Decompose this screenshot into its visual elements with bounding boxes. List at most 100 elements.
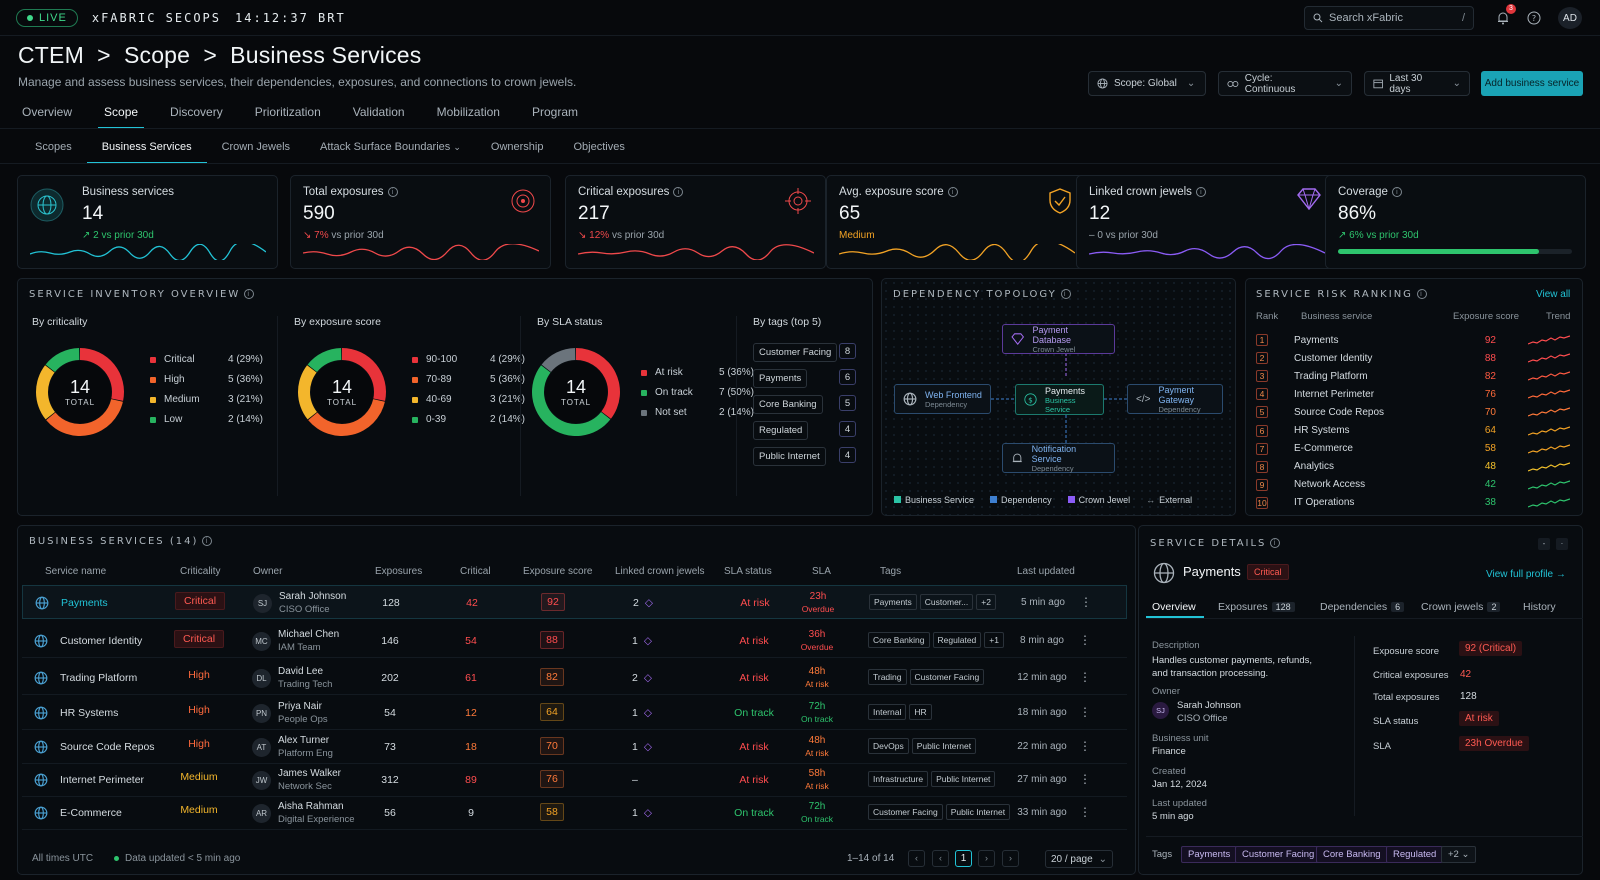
ranking-row[interactable]: 4 Internet Perimeter 76: [1256, 385, 1586, 403]
tag-chip[interactable]: Customer Facing: [909, 669, 985, 685]
tag-chip[interactable]: HR: [909, 704, 932, 720]
tag-chip[interactable]: Trading: [868, 669, 907, 685]
tag-row[interactable]: Payments: [753, 369, 808, 388]
detail-tab-overview[interactable]: Overview: [1152, 601, 1196, 613]
prev-page-button[interactable]: ‹: [932, 850, 949, 867]
column-header[interactable]: Exposure score: [523, 566, 593, 577]
last-page-button[interactable]: ›: [1002, 850, 1019, 867]
first-page-button[interactable]: ‹: [908, 850, 925, 867]
tag-chip[interactable]: Regulated: [932, 632, 982, 648]
ranking-row[interactable]: 2 Customer Identity 88: [1256, 349, 1586, 367]
page-number-button[interactable]: 1: [955, 850, 972, 867]
kpi-coverage[interactable]: Coverage i 86% ↗ 6% vs prior 30d: [1325, 175, 1586, 269]
donut-slice[interactable]: [36, 365, 55, 420]
donut-slice[interactable]: [308, 399, 385, 436]
column-header[interactable]: Tags: [880, 566, 902, 577]
column-header[interactable]: Owner: [253, 566, 283, 577]
table-row[interactable]: HR Systems High PN Priya Nair People Ops 54 12…: [22, 696, 1127, 730]
date-range-select[interactable]: Last 30 days ⌄: [1364, 71, 1470, 96]
column-header[interactable]: Last updated: [1017, 566, 1075, 577]
tag-chip[interactable]: Public Internet: [945, 804, 1011, 820]
service-name[interactable]: HR Systems: [60, 707, 119, 719]
table-row[interactable]: Source Code Repos High AT Alex Turner Platfo…: [22, 730, 1127, 764]
subtab-crown-jewels[interactable]: Crown Jewels: [221, 141, 291, 153]
ranking-row[interactable]: 7 E-Commerce 58: [1256, 440, 1586, 458]
tag-row[interactable]: Core Banking: [753, 395, 823, 414]
kpi-linked-crown-jewels[interactable]: Linked crown jewels i 12 – 0 vs prior 30d: [1076, 175, 1337, 269]
tag-chip[interactable]: DevOps: [868, 738, 909, 754]
service-name[interactable]: Payments: [61, 597, 108, 609]
tab-program[interactable]: Program: [531, 105, 578, 119]
tag-chip[interactable]: Customer Facing: [1235, 846, 1322, 863]
ranking-row[interactable]: 6 HR Systems 64: [1256, 422, 1586, 440]
donut-slice[interactable]: [531, 365, 611, 437]
tag-more[interactable]: +2 ⌄: [1441, 846, 1477, 863]
more-actions-icon[interactable]: ⋮: [1079, 739, 1091, 753]
tag-chip[interactable]: Public Internet: [911, 738, 977, 754]
tag-chip[interactable]: +2: [976, 594, 996, 610]
tag-row[interactable]: Regulated: [753, 421, 809, 440]
tag-chip[interactable]: Internal: [868, 704, 907, 720]
tag-chip[interactable]: Customer...: [919, 594, 974, 610]
subtab-scopes[interactable]: Scopes: [35, 141, 72, 153]
kpi-avg-exposure-score[interactable]: Avg. exposure score i 65 Medium: [826, 175, 1087, 269]
view-all-link[interactable]: View all: [1536, 289, 1571, 300]
tag-row[interactable]: Public Internet: [753, 447, 826, 466]
tag-chip[interactable]: Core Banking: [1316, 846, 1388, 863]
more-actions-icon[interactable]: ⋮: [1079, 670, 1091, 684]
more-actions-icon[interactable]: ⋮: [1079, 805, 1091, 819]
more-actions-icon[interactable]: ⋮: [1079, 705, 1091, 719]
more-actions-icon[interactable]: ⋮: [1080, 595, 1092, 609]
donut-slice[interactable]: [342, 348, 386, 401]
tag-chip[interactable]: Infrastructure: [868, 771, 929, 787]
more-button[interactable]: ·: [1556, 538, 1568, 550]
notifications-button[interactable]: 3: [1494, 4, 1516, 27]
ranking-row[interactable]: 3 Trading Platform 82: [1256, 367, 1586, 385]
service-name[interactable]: Customer Identity: [60, 635, 143, 647]
more-actions-icon[interactable]: ⋮: [1079, 772, 1091, 786]
tab-discovery[interactable]: Discovery: [170, 105, 223, 119]
detail-tab-exposures[interactable]: Exposures 128: [1218, 601, 1295, 613]
donut-slice[interactable]: [541, 348, 576, 373]
service-name[interactable]: Internet Perimeter: [60, 774, 145, 786]
service-name[interactable]: Trading Platform: [60, 672, 138, 684]
cycle-select[interactable]: Cycle: Continuous ⌄: [1218, 71, 1352, 96]
donut-slice[interactable]: [576, 348, 620, 419]
search-input[interactable]: Search xFabric /: [1304, 6, 1474, 30]
tag-row[interactable]: Customer Facing: [753, 343, 838, 362]
column-header[interactable]: Service name: [45, 566, 107, 577]
tag-chip[interactable]: Payments: [869, 594, 917, 610]
user-avatar[interactable]: AD: [1558, 7, 1582, 29]
column-header[interactable]: Exposures: [375, 566, 423, 577]
detail-tab-dependencies[interactable]: Dependencies 6: [1320, 601, 1405, 613]
next-page-button[interactable]: ›: [978, 850, 995, 867]
add-business-service-button[interactable]: Add business service: [1481, 71, 1583, 96]
tag-chip[interactable]: Regulated: [1386, 846, 1444, 863]
donut-slice[interactable]: [46, 399, 123, 436]
donut-slice[interactable]: [298, 365, 317, 420]
donut-slice[interactable]: [45, 348, 80, 373]
subtab-attack-surface-boundaries[interactable]: Attack Surface Boundaries ⌄: [305, 137, 476, 164]
page-size-select[interactable]: 20 / page ⌄: [1045, 850, 1113, 868]
table-row[interactable]: Customer Identity Critical MC Michael Chen I…: [22, 624, 1127, 658]
subtab-objectives[interactable]: Objectives: [573, 141, 625, 153]
tab-mobilization[interactable]: Mobilization: [436, 105, 500, 119]
view-full-profile-link[interactable]: View full profile →: [1486, 569, 1566, 580]
table-row[interactable]: Internet Perimeter Medium JW James Walker Ne…: [22, 763, 1127, 797]
tag-chip[interactable]: Customer Facing: [868, 804, 943, 820]
tab-overview[interactable]: Overview: [22, 105, 73, 119]
ranking-row[interactable]: 8 Analytics 48: [1256, 458, 1586, 476]
more-actions-icon[interactable]: ⋮: [1079, 633, 1091, 647]
donut-slice[interactable]: [307, 348, 342, 373]
column-header[interactable]: SLA status: [724, 566, 772, 577]
topo-node-notification-service[interactable]: Notification Service Dependency: [1002, 443, 1115, 473]
kpi-critical-exposures[interactable]: Critical exposures i 217 ↘ 12% vs prior 3…: [565, 175, 826, 269]
table-row[interactable]: Payments Critical SJ Sarah Johnson CISO Offi…: [22, 585, 1127, 619]
subtab-ownership[interactable]: Ownership: [490, 141, 544, 153]
help-button[interactable]: ?: [1525, 9, 1543, 27]
kpi-total-exposures[interactable]: Total exposures i 590 ↘ 7% vs prior 30d: [290, 175, 551, 269]
ranking-row[interactable]: 9 Network Access 42: [1256, 476, 1586, 494]
column-header[interactable]: Linked crown jewels: [615, 566, 705, 577]
tag-chip[interactable]: +1: [984, 632, 1004, 648]
subtab-business-services[interactable]: Business Services: [86, 137, 207, 164]
